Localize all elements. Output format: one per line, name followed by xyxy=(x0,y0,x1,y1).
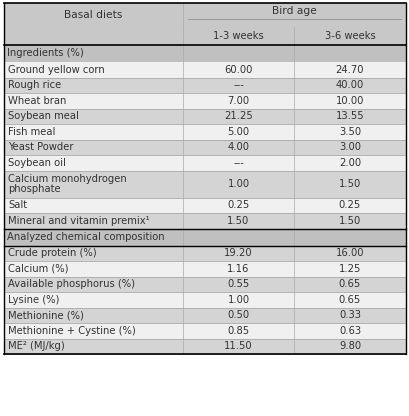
Text: 1.00: 1.00 xyxy=(227,179,249,189)
Text: Calcium (%): Calcium (%) xyxy=(8,264,68,274)
Text: 0.85: 0.85 xyxy=(227,326,249,336)
Text: 0.65: 0.65 xyxy=(338,279,360,289)
Text: 1.16: 1.16 xyxy=(227,264,249,274)
Text: 11.50: 11.50 xyxy=(224,341,252,351)
Text: Soybean meal: Soybean meal xyxy=(8,111,79,121)
Text: Soybean oil: Soybean oil xyxy=(8,158,66,168)
Text: 0.25: 0.25 xyxy=(338,200,360,210)
Text: 1.00: 1.00 xyxy=(227,295,249,305)
Text: ME² (MJ/kg): ME² (MJ/kg) xyxy=(8,341,65,351)
Text: 19.20: 19.20 xyxy=(224,248,252,258)
Text: 3.00: 3.00 xyxy=(338,142,360,152)
Bar xyxy=(4,139,405,155)
Bar xyxy=(4,213,405,228)
Bar xyxy=(4,261,405,277)
Bar xyxy=(4,77,405,93)
Bar xyxy=(4,93,405,109)
Text: 4.00: 4.00 xyxy=(227,142,249,152)
Text: 5.00: 5.00 xyxy=(227,127,249,137)
Text: 21.25: 21.25 xyxy=(224,111,252,121)
Text: Methionine (%): Methionine (%) xyxy=(8,310,84,320)
Bar xyxy=(4,124,405,139)
Bar xyxy=(4,198,405,213)
Text: 1.50: 1.50 xyxy=(338,179,360,189)
Bar xyxy=(4,155,405,171)
Bar xyxy=(4,245,405,261)
Text: Fish meal: Fish meal xyxy=(8,127,55,137)
Text: Crude protein (%): Crude protein (%) xyxy=(8,248,97,258)
Text: ---: --- xyxy=(232,80,243,90)
Bar xyxy=(4,171,405,198)
Text: 16.00: 16.00 xyxy=(335,248,363,258)
Bar xyxy=(4,27,405,45)
Text: Lysine (%): Lysine (%) xyxy=(8,295,59,305)
Bar xyxy=(4,292,405,307)
Text: Yeast Powder: Yeast Powder xyxy=(8,142,73,152)
Text: phosphate: phosphate xyxy=(8,184,61,194)
Text: 60.00: 60.00 xyxy=(224,65,252,75)
Bar xyxy=(4,307,405,323)
Text: 0.50: 0.50 xyxy=(227,310,249,320)
Text: Rough rice: Rough rice xyxy=(8,80,61,90)
Text: 13.55: 13.55 xyxy=(335,111,364,121)
Text: Analyzed chemical composition: Analyzed chemical composition xyxy=(7,232,164,242)
Text: 3.50: 3.50 xyxy=(338,127,360,137)
Text: 0.33: 0.33 xyxy=(338,310,360,320)
Bar xyxy=(4,3,405,27)
Text: 1.50: 1.50 xyxy=(338,216,360,226)
Text: 0.63: 0.63 xyxy=(338,326,360,336)
Text: Calcium monohydrogen: Calcium monohydrogen xyxy=(8,174,126,184)
Text: Basal diets: Basal diets xyxy=(64,10,122,20)
Text: 7.00: 7.00 xyxy=(227,96,249,106)
Text: 10.00: 10.00 xyxy=(335,96,363,106)
Text: Available phosphorus (%): Available phosphorus (%) xyxy=(8,279,135,289)
Text: 24.70: 24.70 xyxy=(335,65,363,75)
Bar xyxy=(4,339,405,354)
Text: 0.55: 0.55 xyxy=(227,279,249,289)
Text: Methionine + Cystine (%): Methionine + Cystine (%) xyxy=(8,326,135,336)
Text: 9.80: 9.80 xyxy=(338,341,360,351)
Text: 1.50: 1.50 xyxy=(227,216,249,226)
Text: Wheat bran: Wheat bran xyxy=(8,96,66,106)
Bar xyxy=(4,228,405,245)
Text: 3-6 weeks: 3-6 weeks xyxy=(324,31,375,41)
Bar xyxy=(4,62,405,77)
Text: ---: --- xyxy=(232,158,243,168)
Text: 40.00: 40.00 xyxy=(335,80,363,90)
Bar xyxy=(4,323,405,339)
Text: Salt: Salt xyxy=(8,200,27,210)
Text: 1-3 weeks: 1-3 weeks xyxy=(213,31,263,41)
Bar xyxy=(4,277,405,292)
Text: 2.00: 2.00 xyxy=(338,158,360,168)
Text: 0.65: 0.65 xyxy=(338,295,360,305)
Bar xyxy=(4,109,405,124)
Bar xyxy=(4,45,405,62)
Text: Bird age: Bird age xyxy=(272,6,316,16)
Text: 1.25: 1.25 xyxy=(338,264,360,274)
Text: Ingredients (%): Ingredients (%) xyxy=(7,49,83,59)
Text: 0.25: 0.25 xyxy=(227,200,249,210)
Text: Mineral and vitamin premix¹: Mineral and vitamin premix¹ xyxy=(8,216,149,226)
Text: Ground yellow corn: Ground yellow corn xyxy=(8,65,104,75)
